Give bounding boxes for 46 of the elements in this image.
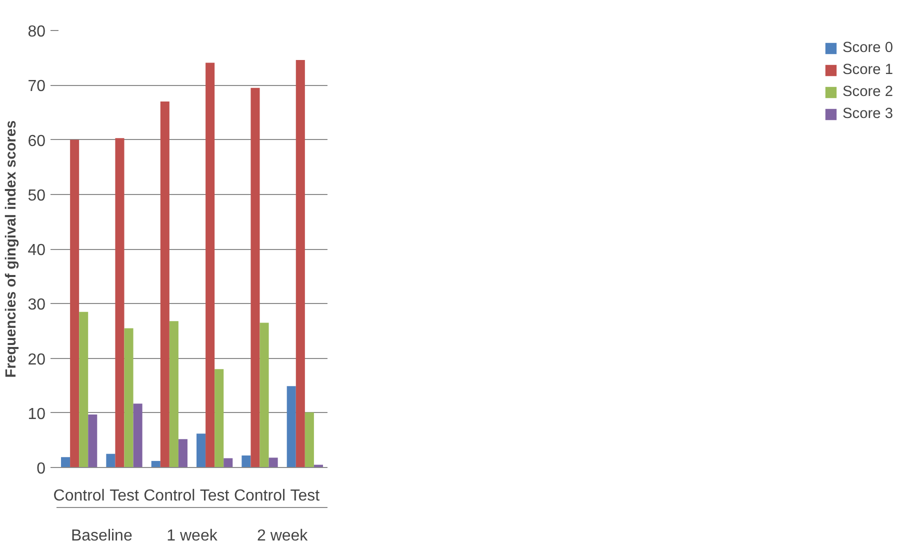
bar [206,62,215,468]
bar [160,102,170,468]
legend-label: Score 2 [842,84,893,100]
x-tick-label: Test [290,488,320,504]
bar [70,140,80,468]
x-tick-label: Test [110,488,140,504]
bar [115,138,124,468]
x-tick-label: Control [234,488,286,504]
bar [214,369,224,468]
bar [260,322,269,468]
y-tick-label: 30 [28,296,46,314]
y-tick-label: 80 [28,24,46,40]
text: 1 week [166,528,218,544]
bar [242,455,251,468]
x-tick-label: Test [200,488,230,504]
y-tick-label: 50 [28,187,46,204]
bar [250,88,260,468]
bar [178,439,188,468]
text: 2 week [256,528,309,544]
bar [286,386,296,468]
y-axis-title: Frequencies of gingival index scores [4,120,20,378]
bar [268,458,278,468]
bar [196,434,206,468]
legend-label: Score 3 [842,106,893,122]
bar [133,404,142,468]
y-tick-label: 60 [28,132,46,150]
x-tick-label: Control [144,488,196,504]
bar [296,60,305,468]
y-tick-label: 20 [28,351,46,368]
y-tick-label: 10 [28,406,46,423]
legend-label: Score 1 [842,62,893,78]
bar [169,321,178,468]
bar [124,328,134,468]
bar [79,312,88,468]
bar [304,412,314,468]
x-tick-label: Control [53,488,105,504]
bar [88,414,98,468]
bar [151,460,160,468]
bar [61,457,70,468]
bar [106,454,116,468]
y-tick-label: 0 [36,460,46,478]
y-tick-label: 70 [28,78,46,96]
legend-label: Score 0 [842,40,893,56]
y-tick-label: 40 [28,242,46,259]
text: Baseline [70,528,132,544]
bar [224,458,233,468]
